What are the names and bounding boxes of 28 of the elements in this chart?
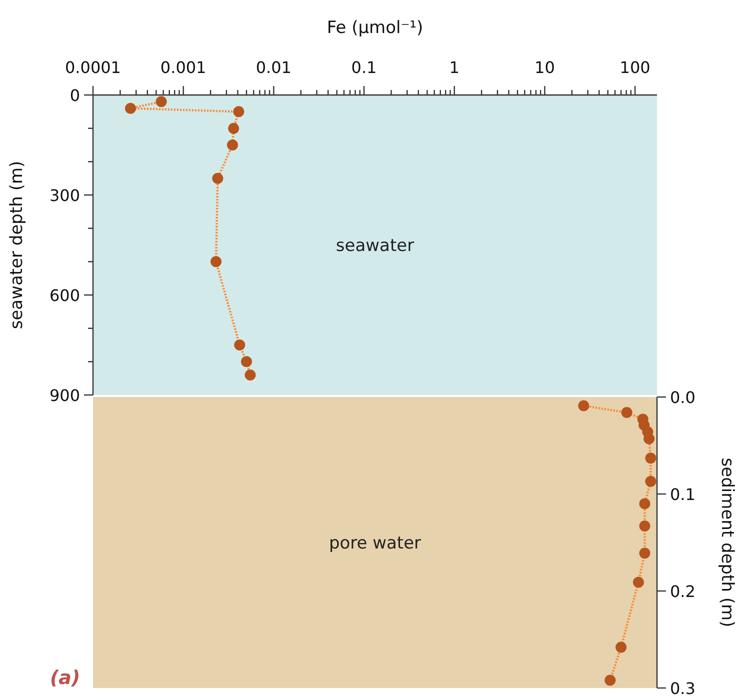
x-tick-label: 0.001 bbox=[160, 58, 206, 77]
band-label: seawater bbox=[336, 236, 414, 256]
x-tick-label: 0.0001 bbox=[65, 58, 121, 77]
y-tick-label: 0.0 bbox=[670, 388, 696, 407]
point bbox=[639, 548, 650, 559]
y-tick-label: 0.1 bbox=[670, 485, 696, 504]
y-tick-label: 0.3 bbox=[670, 679, 696, 698]
point bbox=[632, 576, 644, 588]
x-tick-label: 100 bbox=[620, 58, 650, 77]
x-tick-label: 0.01 bbox=[256, 58, 292, 77]
x-axis-title: Fe (μmol⁻¹) bbox=[326, 18, 424, 38]
y-axis-title: sediment depth (m) bbox=[717, 458, 736, 628]
y-tick-label: 300 bbox=[49, 186, 80, 205]
y-tick-label: 0 bbox=[70, 86, 80, 105]
band-label: pore water bbox=[328, 534, 422, 554]
y-tick-label: 0.2 bbox=[670, 582, 696, 601]
point bbox=[639, 498, 650, 510]
x-tick-label: 1 bbox=[449, 58, 460, 77]
x-tick-label: 0.1 bbox=[351, 58, 377, 77]
point bbox=[639, 520, 650, 532]
y-axis-title: seawater depth (m) bbox=[7, 160, 27, 330]
point bbox=[644, 433, 655, 444]
y-tick-label: 900 bbox=[49, 386, 80, 405]
text: (a) bbox=[50, 667, 80, 689]
point bbox=[621, 407, 632, 418]
x-tick-label: 10 bbox=[534, 58, 555, 77]
y-tick-label: 600 bbox=[49, 286, 80, 305]
point bbox=[616, 642, 627, 653]
